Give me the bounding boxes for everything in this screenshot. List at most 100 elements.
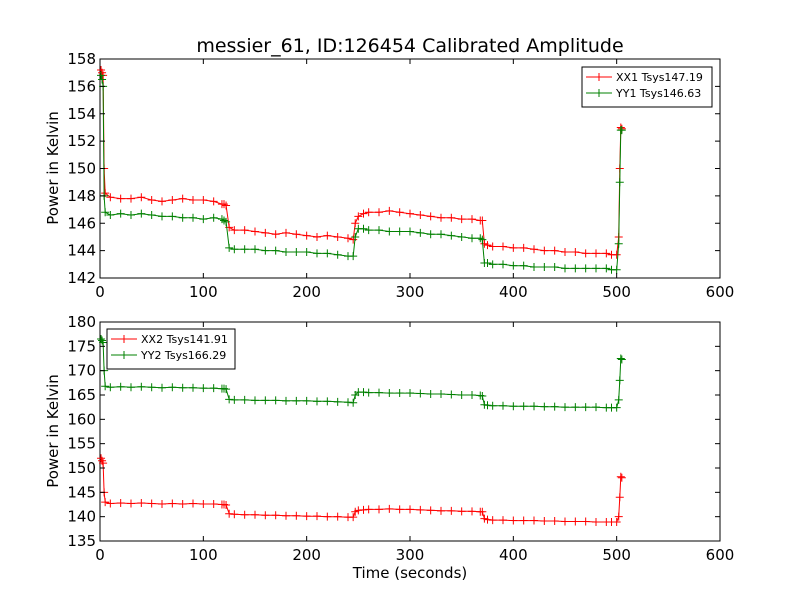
data-point-marker [158, 500, 166, 509]
data-point-marker [292, 247, 301, 256]
data-point-marker [333, 397, 342, 406]
y-tick-label: 165 [67, 386, 96, 404]
data-point-marker [437, 506, 445, 515]
data-point-marker [478, 235, 487, 244]
data-point-marker [220, 200, 228, 209]
y-tick-label: 146 [67, 214, 96, 232]
data-point-marker [313, 397, 321, 406]
data-point-marker [323, 231, 332, 240]
data-point-marker [127, 211, 135, 220]
data-point-marker [359, 224, 368, 233]
data-point-marker [614, 512, 623, 521]
data-point-marker [240, 245, 249, 254]
data-point-marker [581, 264, 590, 273]
legend-swatch-marker [120, 335, 128, 343]
x-tick-label: 300 [396, 546, 425, 564]
data-point-marker [457, 232, 466, 241]
data-point-marker [137, 209, 146, 218]
data-point-marker [282, 511, 290, 520]
data-point-marker [540, 263, 549, 272]
data-point-marker [349, 252, 358, 261]
legend-swatch-marker [595, 73, 603, 81]
data-point-marker [437, 230, 445, 239]
data-point-marker [261, 246, 270, 255]
x-tick-label: 400 [499, 283, 528, 301]
top-y-axis-label: Power in Kelvin [44, 111, 62, 225]
x-tick-label: 100 [189, 283, 218, 301]
data-point-marker [209, 197, 218, 206]
data-point-marker [168, 383, 177, 392]
bottom-x-axis-label: Time (seconds) [352, 564, 468, 582]
data-point-marker [375, 226, 383, 235]
legend-entry-label: YY1 Tsys146.63 [615, 87, 701, 100]
data-point-marker [457, 507, 466, 516]
bottom-panel: 0 100 200 300 400 500 600 135 140 145 150 155 160 165… [44, 313, 734, 582]
data-point-marker [351, 219, 360, 228]
data-point-marker [602, 249, 611, 258]
data-point-marker [251, 227, 259, 236]
data-point-marker [302, 247, 311, 256]
y-tick-label: 150 [67, 160, 96, 178]
data-point-marker [101, 208, 110, 217]
data-point-marker [261, 228, 270, 237]
data-point-marker [375, 505, 383, 514]
x-tick-label: 300 [396, 283, 425, 301]
data-point-marker [468, 507, 476, 516]
x-tick-label: 400 [499, 546, 528, 564]
data-point-marker [240, 226, 249, 235]
data-point-marker [612, 265, 621, 274]
data-point-marker [617, 126, 626, 135]
data-point-marker [209, 384, 218, 393]
data-point-marker [468, 391, 476, 399]
data-point-marker [97, 71, 106, 80]
data-point-marker [550, 517, 559, 526]
data-point-marker [349, 398, 358, 407]
data-point-marker [127, 194, 135, 203]
data-point-marker [147, 211, 156, 220]
legend-swatch-marker [120, 351, 128, 359]
data-point-marker [199, 500, 208, 509]
data-point-marker [447, 506, 456, 515]
legend: XX2 Tsys141.91 YY2 Tsys166.29 [106, 328, 236, 370]
data-point-marker [313, 232, 321, 241]
data-point-marker [488, 401, 497, 410]
y-tick-label: 142 [67, 269, 96, 287]
data-point-marker [416, 228, 425, 237]
data-point-marker [540, 246, 549, 255]
data-point-marker [282, 247, 290, 256]
data-point-marker [385, 504, 394, 513]
data-point-marker [147, 499, 156, 508]
legend: XX1 Tsys147.19 YY1 Tsys146.63 [581, 66, 713, 108]
data-point-marker [333, 250, 342, 259]
y-tick-label: 145 [67, 483, 96, 501]
data-point-marker [168, 212, 177, 221]
data-point-marker [416, 211, 425, 220]
data-point-marker [416, 505, 425, 514]
data-point-marker [313, 512, 321, 521]
x-tick-label: 100 [189, 546, 218, 564]
data-point-marker [251, 245, 259, 254]
data-point-marker [98, 336, 107, 345]
data-point-marker [178, 383, 187, 392]
data-point-marker [519, 402, 528, 411]
data-point-marker [217, 215, 226, 224]
data-point-marker [426, 230, 435, 239]
data-point-marker [499, 242, 507, 251]
data-point-marker [395, 208, 404, 217]
data-point-marker [550, 402, 559, 411]
x-tick-label: 600 [706, 283, 735, 301]
y-tick-label: 155 [67, 435, 96, 453]
data-point-marker [615, 376, 624, 385]
data-point-marker [349, 513, 358, 522]
data-point-marker [282, 228, 290, 237]
data-point-marker [364, 505, 373, 514]
data-point-marker [406, 227, 414, 236]
data-point-marker [519, 243, 528, 252]
x-tick-label: 0 [95, 283, 105, 301]
data-point-marker [426, 506, 435, 515]
data-point-marker [261, 511, 270, 520]
data-point-marker [199, 384, 208, 393]
data-point-marker [97, 335, 106, 344]
data-point-marker [426, 390, 435, 399]
